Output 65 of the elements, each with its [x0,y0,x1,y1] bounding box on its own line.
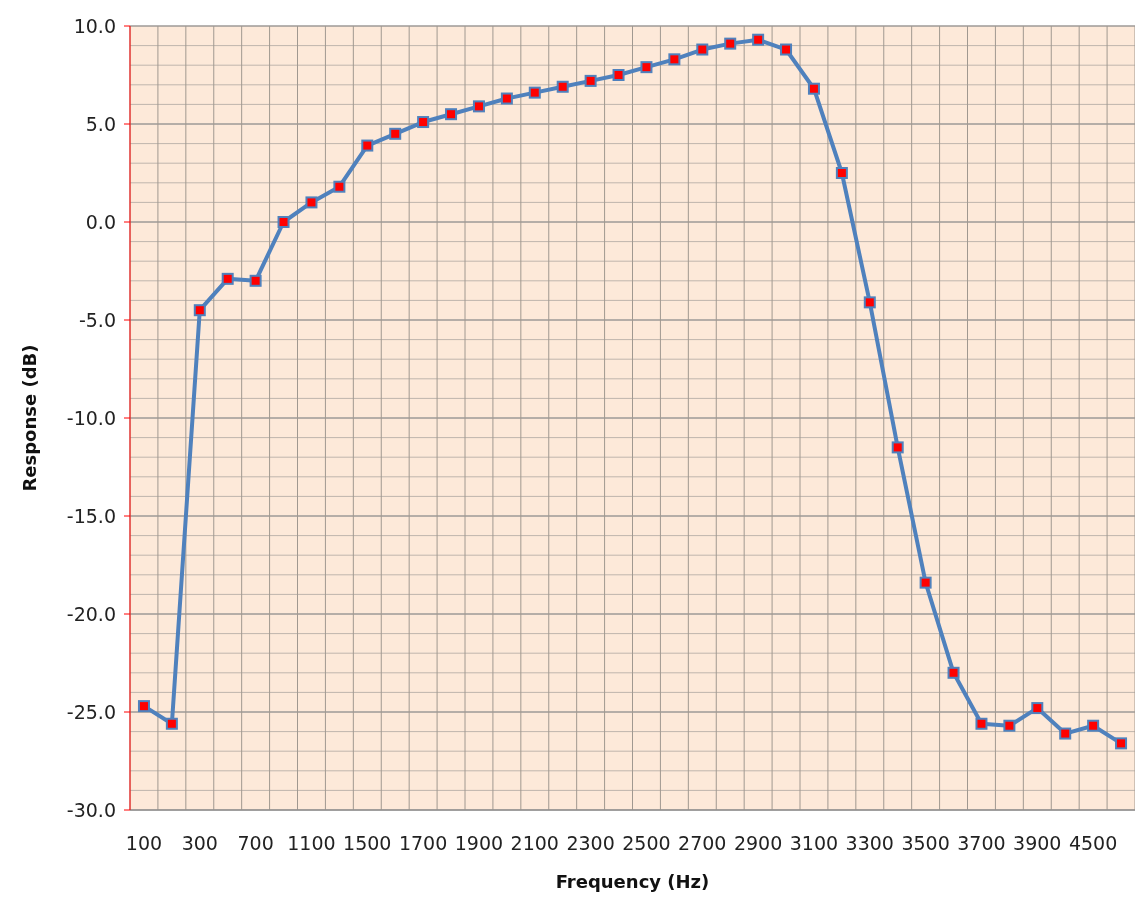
point [724,37,737,50]
point [472,100,485,113]
point [807,82,820,95]
y-tick-label: -15.0 [66,504,116,527]
point [277,216,290,228]
point [333,180,346,193]
x-tick-label: 2900 [733,832,783,854]
point [445,108,458,121]
point [891,441,904,454]
x-tick-label: 1700 [398,832,448,854]
x-tick-label: 700 [237,832,274,854]
x-tick-label: 1100 [287,832,336,854]
x-tick-label: 2700 [678,832,727,854]
point [975,717,988,730]
point [1059,727,1072,740]
point [193,304,206,317]
x-tick-label: 3300 [845,832,894,854]
point [1087,719,1100,732]
point [640,61,653,74]
x-tick-label: 3900 [1013,832,1062,854]
x-tick-label: 2500 [622,832,671,854]
y-tick-label: 0.0 [85,210,116,233]
y-axis-title: Response (dB) [19,344,40,492]
point [389,127,402,140]
y-tick-label: -25.0 [66,700,116,723]
x-tick-label: 3500 [901,832,950,854]
point [584,74,597,87]
x-tick-label: 2100 [510,832,559,854]
point [137,700,150,713]
y-tick-label: 10.0 [73,14,116,37]
point [249,274,262,287]
point [752,33,765,46]
y-tick-label: -10.0 [66,406,116,429]
point [1115,737,1128,750]
y-tick-label: -20.0 [66,602,116,625]
point [780,43,793,56]
point [528,86,541,99]
x-tick-label: 2300 [566,832,615,854]
x-tick-label: 1500 [343,832,392,854]
point [361,139,374,152]
x-tick-label: 1900 [454,832,504,854]
point [668,53,681,66]
point [835,167,848,179]
point [221,272,234,285]
y-tick-label: -30.0 [66,798,116,821]
y-tick-label: 5.0 [85,112,116,135]
x-tick-label: 4500 [1068,832,1118,854]
x-tick-label: 100 [125,832,163,854]
point [1003,719,1016,732]
point [612,69,625,81]
point [417,116,430,129]
x-tick-label: 3100 [789,832,839,854]
y-tick-label: -5.0 [78,308,116,331]
point [1031,702,1044,715]
x-tick-label: 300 [181,832,218,854]
point [696,43,709,56]
point [305,196,318,209]
point [863,296,876,309]
x-tick-label: 3700 [957,832,1006,854]
point [500,92,513,105]
x-axis-title: Frequency (Hz) [555,871,710,892]
point [556,80,569,93]
point [947,666,960,679]
point [165,717,178,730]
point [919,576,932,589]
